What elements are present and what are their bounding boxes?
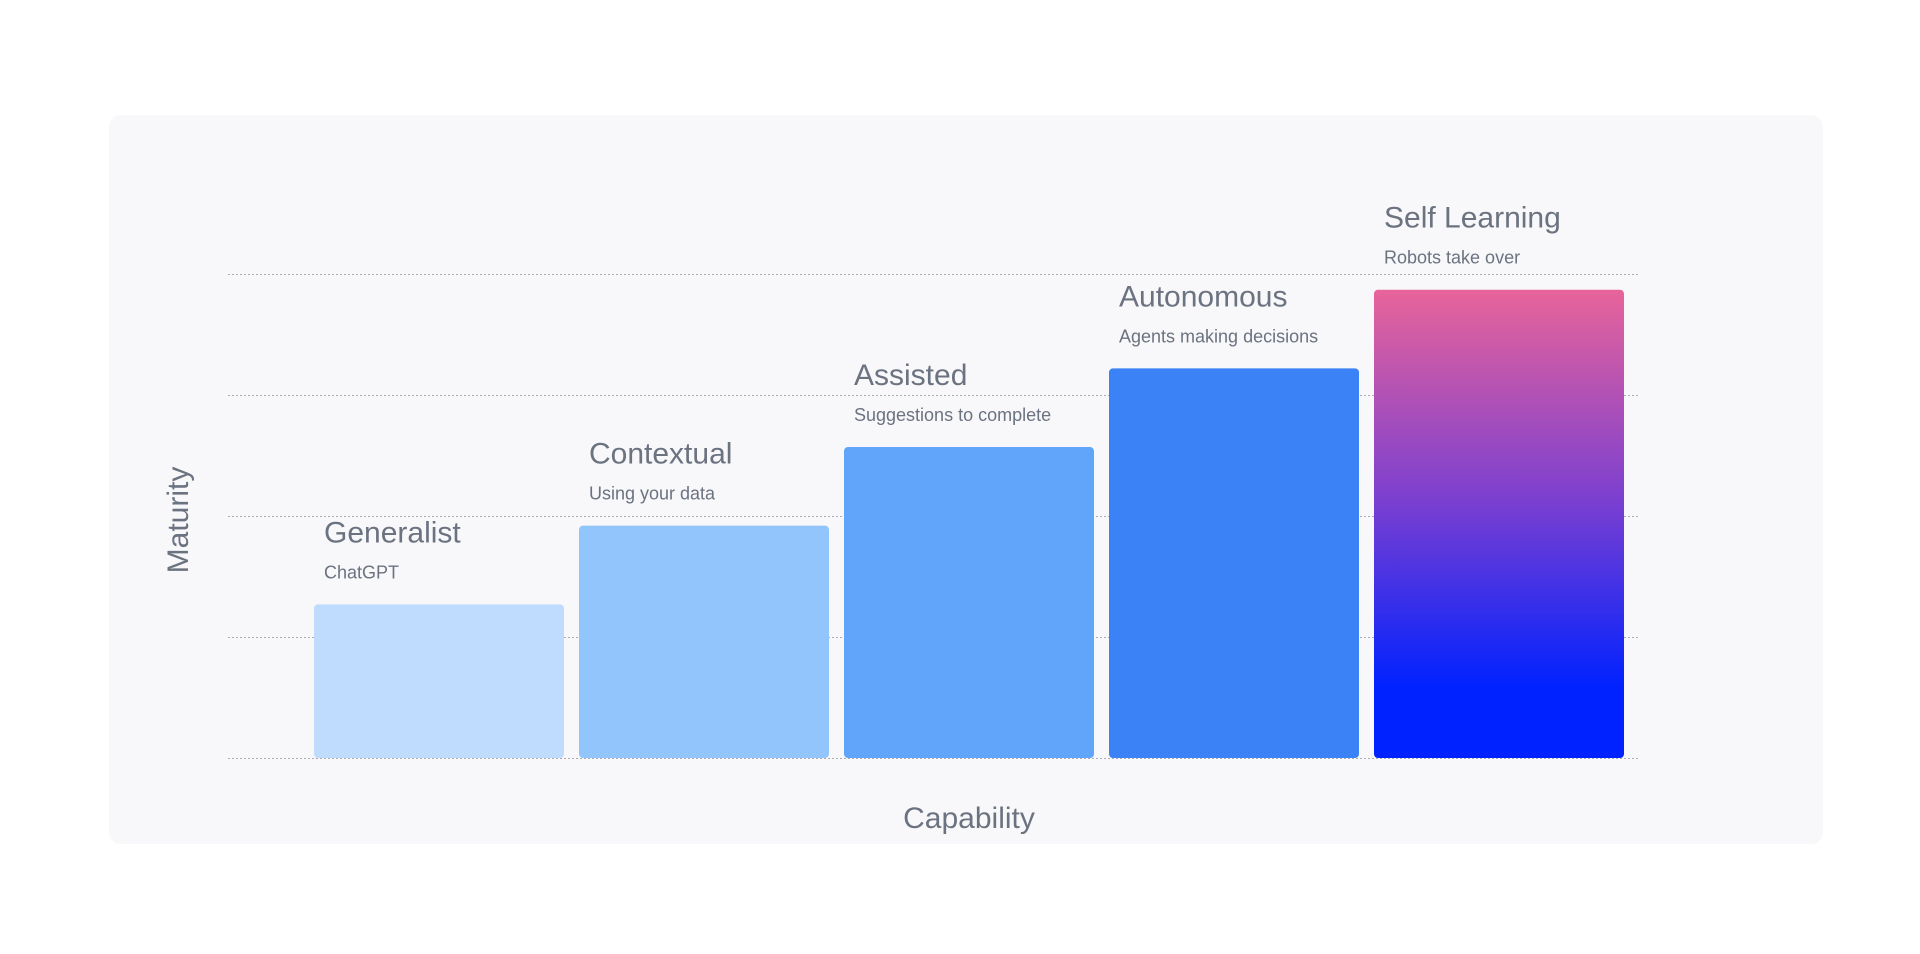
bar-contextual [579,525,829,758]
bar-title-self-learning: Self Learning [1384,202,1561,235]
bar-autonomous [1109,368,1359,758]
bar-subtitle-generalist: ChatGPT [324,562,399,582]
bar-subtitle-autonomous: Agents making decisions [1119,326,1318,346]
bar-assisted [844,447,1094,758]
bars [314,289,1624,758]
y-axis-label: Maturity [162,467,195,574]
bar-title-generalist: Generalist [324,516,461,549]
bar-title-autonomous: Autonomous [1119,280,1287,313]
bar-title-contextual: Contextual [589,438,732,471]
bar-generalist [314,604,564,758]
bar-subtitle-self-learning: Robots take over [1384,248,1520,268]
bar-subtitle-assisted: Suggestions to complete [854,405,1051,425]
x-axis-label: Capability [903,802,1035,835]
bar-subtitle-contextual: Using your data [589,484,716,504]
bar-self-learning [1374,289,1624,758]
bar-labels: Generalist ChatGPT Contextual Using your da… [324,202,1561,583]
bar-title-assisted: Assisted [854,359,967,392]
